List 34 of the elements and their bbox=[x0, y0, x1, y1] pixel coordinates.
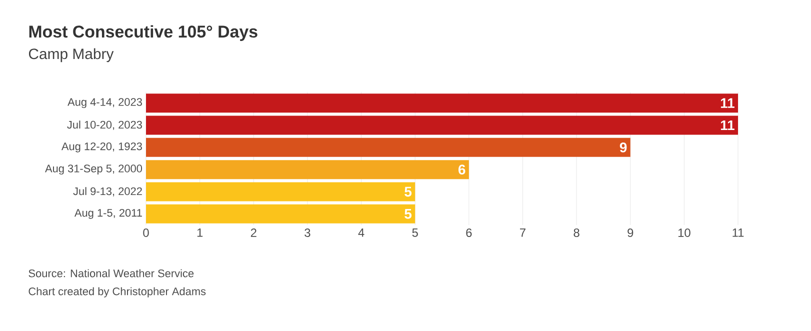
chart-subtitle: Camp Mabry bbox=[28, 48, 114, 62]
data-label: 5 bbox=[404, 186, 412, 197]
x-tick-label: 11 bbox=[732, 228, 744, 237]
x-tick-label: 6 bbox=[466, 228, 472, 237]
bar bbox=[146, 204, 416, 224]
y-tick-label: Aug 31-Sep 5, 2000 bbox=[45, 164, 142, 175]
text: Chart created by Christopher Adams bbox=[28, 287, 206, 298]
bar bbox=[146, 116, 738, 135]
bar bbox=[146, 94, 738, 113]
y-tick-label: Aug 1-5, 2011 bbox=[74, 208, 142, 219]
bar bbox=[146, 160, 469, 180]
x-tick-label: 2 bbox=[250, 228, 256, 237]
x-tick-label: 8 bbox=[574, 228, 580, 237]
x-tick-label: 5 bbox=[412, 228, 418, 237]
y-tick-label: Aug 12-20, 1923 bbox=[61, 142, 142, 152]
data-label: 6 bbox=[458, 164, 466, 175]
bar bbox=[146, 182, 416, 202]
x-tick-label: 0 bbox=[143, 228, 149, 237]
x-tick-label: 4 bbox=[358, 228, 364, 237]
source-note: Source: National Weather Service bbox=[28, 269, 194, 278]
x-tick-label: 10 bbox=[678, 228, 690, 237]
y-tick-label: Jul 10-20, 2023 bbox=[67, 120, 142, 130]
data-label: 11 bbox=[720, 98, 734, 108]
data-label: 5 bbox=[404, 209, 412, 219]
y-tick-label: Aug 4-14, 2023 bbox=[68, 98, 142, 108]
data-label: 11 bbox=[720, 120, 734, 130]
x-tick-label: 3 bbox=[304, 228, 310, 237]
bar bbox=[146, 138, 630, 157]
data-label: 9 bbox=[620, 142, 627, 152]
x-tick-label: 7 bbox=[520, 228, 526, 237]
y-tick-label: Jul 9-13, 2022 bbox=[73, 187, 142, 196]
x-tick-label: 1 bbox=[197, 228, 203, 237]
chart-title: Most Consecutive 105° Days bbox=[29, 25, 258, 41]
x-tick-label: 9 bbox=[628, 228, 634, 237]
